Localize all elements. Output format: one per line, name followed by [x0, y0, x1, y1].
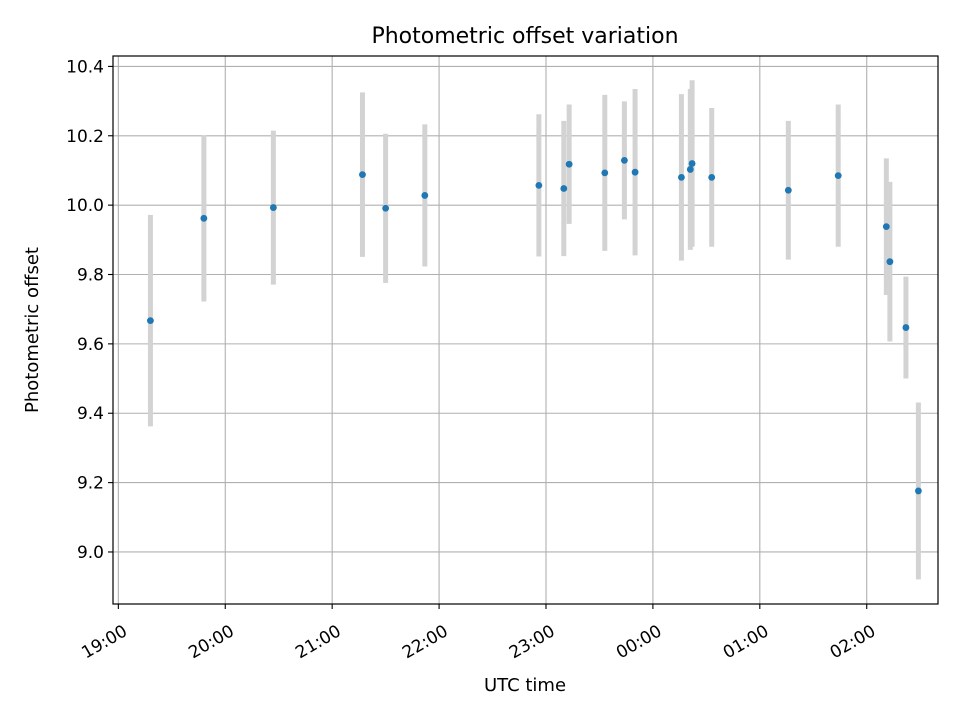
y-tick-label: 9.2: [77, 474, 104, 494]
data-point: [834, 172, 842, 180]
data-point: [601, 169, 609, 177]
y-tick-label: 10.0: [66, 196, 104, 216]
data-points: [147, 156, 922, 495]
data-point: [359, 171, 366, 179]
y-tick-label: 9.6: [77, 335, 104, 355]
chart-title: Photometric offset variation: [371, 24, 678, 49]
y-axis-label: Photometric offset: [22, 247, 43, 413]
y-tick-label: 9.8: [77, 266, 104, 286]
data-point: [147, 317, 154, 325]
data-point: [535, 181, 543, 189]
y-tick-label: 9.0: [77, 543, 104, 563]
data-point: [620, 156, 628, 164]
data-point: [382, 204, 390, 212]
data-point: [882, 223, 890, 231]
x-axis-label: UTC time: [484, 675, 566, 696]
data-point: [914, 487, 922, 495]
data-point: [269, 204, 277, 211]
data-point: [902, 324, 910, 331]
data-point: [631, 168, 639, 176]
data-point: [686, 166, 694, 173]
y-tick-label: 10.4: [66, 57, 104, 77]
data-point: [200, 214, 208, 222]
data-point: [784, 186, 792, 194]
y-tick-label: 10.2: [66, 127, 104, 147]
data-point: [886, 258, 894, 266]
y-axis-ticks: 9.0 9.2 9.4 9.6 9.8 10.0 10.2 10.4: [66, 57, 113, 563]
data-point: [560, 185, 568, 192]
data-point: [708, 173, 716, 181]
grid: [113, 56, 938, 604]
data-point: [565, 160, 573, 168]
plot-frame: [112, 55, 939, 605]
data-point: [688, 160, 696, 167]
y-tick-label: 9.4: [77, 404, 104, 424]
data-point: [678, 173, 685, 181]
data-point: [421, 192, 429, 199]
